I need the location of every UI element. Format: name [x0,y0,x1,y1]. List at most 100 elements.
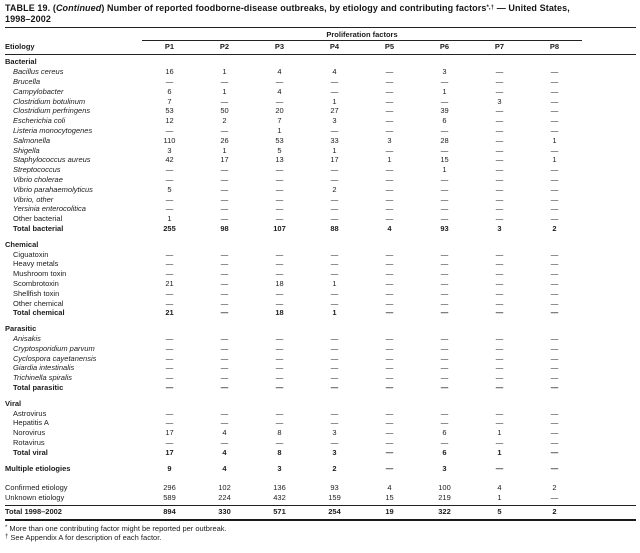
table-row: Other bacterial 1 — — — — — — — [5,214,636,224]
cell-value: — [495,77,504,87]
row-label: Ciguatoxin [13,249,49,259]
cell-value: 2 [552,507,557,517]
cell-value: — [165,175,174,185]
table-row: Giardia intestinalis — — — — — — — — [5,363,636,373]
cell-value: — [275,334,284,343]
row-label: Confirmed etiology [5,483,68,493]
table-row: Astrovirus — — — — — — — — [5,409,636,419]
cell-value: — [440,353,449,363]
cell-value: — [385,447,394,457]
cell-value: — [330,334,339,343]
table-row: Brucella — — — — — — — — [5,77,636,87]
cell-value: — [495,437,504,447]
factor-column-header: P4 [329,42,340,52]
cell-value: — [165,334,174,343]
table-row: Total chemical 21 — 18 1 — — — — [5,308,636,318]
table-row: Salmonella 110 26 53 33 3 28—1 [5,136,636,146]
cell-value: — [385,67,394,77]
cell-value: — [275,437,284,447]
cell-value: — [440,308,449,318]
cell-value: 26 [220,135,229,145]
cell-value: — [550,463,559,473]
cell-value: — [385,96,394,106]
cell-value: — [495,249,504,259]
cell-value: 322 [438,507,451,517]
cell-value: — [385,334,394,343]
cell-value: 17 [220,155,229,165]
row-label: Unknown etiology [5,493,65,503]
table-row: Total parasitic — — — — — — — — [5,383,636,393]
cell-value: 5 [277,145,282,155]
cell-value: — [275,259,284,269]
cell-value: — [330,86,339,96]
cell-value: — [275,204,284,214]
cell-value: — [495,116,504,126]
cell-value: 107 [273,224,286,234]
cell-value: — [385,145,394,155]
cell-value: — [330,175,339,185]
cell-value: 219 [438,493,451,503]
cell-value: — [275,175,284,185]
cell-value: — [385,343,394,353]
cell-value: 93 [330,483,339,493]
cell-value: — [495,67,504,77]
table-row: Vibrio, other — — — — — — — — [5,195,636,205]
row-label: Total viral [13,447,48,457]
table-row: Scombrotoxin 21 — 18 1 — — — — [5,279,636,289]
cell-value: 6 [442,428,447,438]
row-label: Vibrio, other [13,194,54,204]
cell-value: — [550,382,559,392]
cell-value: — [330,363,339,373]
cell-value: 4 [222,463,227,473]
cell-value: — [385,269,394,279]
table-row: Vibrio parahaemolyticus 5 — — 2 — — — — [5,185,636,195]
cell-value: — [550,67,559,77]
row-label: Shellfish toxin [13,288,60,298]
cell-value: — [165,126,174,136]
row-label: Rotavirus [13,437,45,447]
cell-value: — [495,418,504,428]
cell-value: — [550,418,559,428]
factor-column-header: P8 [549,42,560,52]
cell-value: — [550,86,559,96]
title-middle: ) Number of reported foodborne-disease o… [101,3,487,13]
cell-value: 28 [440,135,449,145]
cell-value: — [220,126,229,136]
row-label: Astrovirus [13,408,47,418]
cell-value: — [385,382,394,392]
table-row: Total viral 17 4 8 3 — 6 1 — [5,448,636,458]
cell-value: — [440,382,449,392]
row-label: Campylobacter [13,86,64,96]
row-label: Yersinia enterocolitica [13,204,86,214]
cell-value: — [440,298,449,308]
cell-value: — [275,184,284,194]
cell-value: 8 [277,428,282,438]
cell-value: — [550,96,559,106]
cell-value: 4 [222,447,227,457]
cell-value: — [495,86,504,96]
cell-value: 1 [552,135,557,145]
column-header-row: Etiology P1 P2 P3 P4 P5 P6 P7 P8 [5,41,636,54]
cell-value: — [495,373,504,383]
cell-value: — [275,298,284,308]
cell-value: 1 [222,145,227,155]
cell-value: — [220,363,229,373]
section-label: Chemical [5,239,39,249]
cell-value: — [440,194,449,204]
cell-value: — [440,249,449,259]
bottom-thick-divider [5,518,636,522]
cell-value: — [165,437,174,447]
section-header-row: Bacterial [5,57,636,67]
cell-value: — [330,298,339,308]
cell-value: — [550,214,559,224]
cell-value: — [495,269,504,279]
cell-value: 21 [165,279,174,289]
table-row: Shellfish toxin — — — — — — — — [5,289,636,299]
cell-value: — [165,269,174,279]
footnotes: * More than one contributing factor migh… [5,524,636,543]
cell-value: 255 [163,224,176,234]
factor-column-header: P1 [164,42,175,52]
cell-value: 1 [497,493,502,503]
cell-value: — [220,308,229,318]
cell-value: — [330,165,339,175]
